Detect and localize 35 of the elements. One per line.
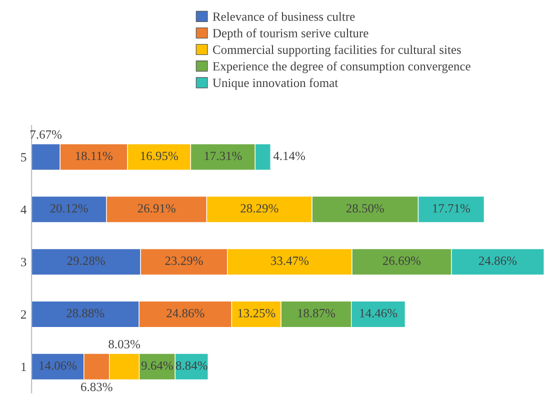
data-label: 17.71% (433, 204, 470, 213)
legend-label: Depth of tourism serive culture (212, 28, 368, 40)
data-label: 28.29% (240, 204, 278, 213)
y-tick-label: 5 (21, 153, 26, 162)
data-label: 18.11% (76, 152, 112, 160)
data-label: 16.95% (140, 152, 178, 160)
data-label: 8.84% (176, 361, 208, 370)
y-tick-label: 2 (20, 310, 26, 319)
data-label: 4.14% (273, 152, 306, 160)
data-label: 23.29% (165, 256, 203, 266)
data-label: 14.06% (40, 361, 77, 370)
data-label: 20.12% (50, 204, 88, 213)
data-label: 28.50% (346, 204, 384, 213)
y-tick-label: 1 (22, 362, 26, 371)
data-label: 33.47% (271, 256, 309, 266)
data-label: 17.31% (204, 152, 242, 160)
data-label: 9.64% (141, 361, 173, 370)
y-tick-label: 4 (20, 206, 26, 214)
y-tick-label: 3 (21, 258, 26, 266)
data-label: 28.88% (66, 308, 104, 318)
data-label: 18.87% (298, 308, 336, 318)
data-label: 7.67% (30, 130, 62, 139)
legend-label: Experience the degree of consumption convergence (212, 62, 470, 74)
legend-label: Commercial supporting facilities for cultural sites (212, 45, 461, 57)
data-label: 8.03% (108, 340, 140, 348)
data-label: 26.69% (382, 256, 421, 266)
legend-label: Relevance of business cultre (212, 12, 355, 21)
data-label: 24.86% (478, 256, 517, 266)
data-label: 24.86% (166, 308, 204, 318)
data-label: 13.25% (238, 308, 276, 318)
data-label: 14.46% (360, 308, 398, 318)
legend-label: Unique innovation fomat (212, 78, 338, 90)
data-label: 6.83% (81, 382, 112, 392)
data-label: 29.28% (67, 256, 105, 266)
data-label: 26.91% (138, 204, 176, 213)
